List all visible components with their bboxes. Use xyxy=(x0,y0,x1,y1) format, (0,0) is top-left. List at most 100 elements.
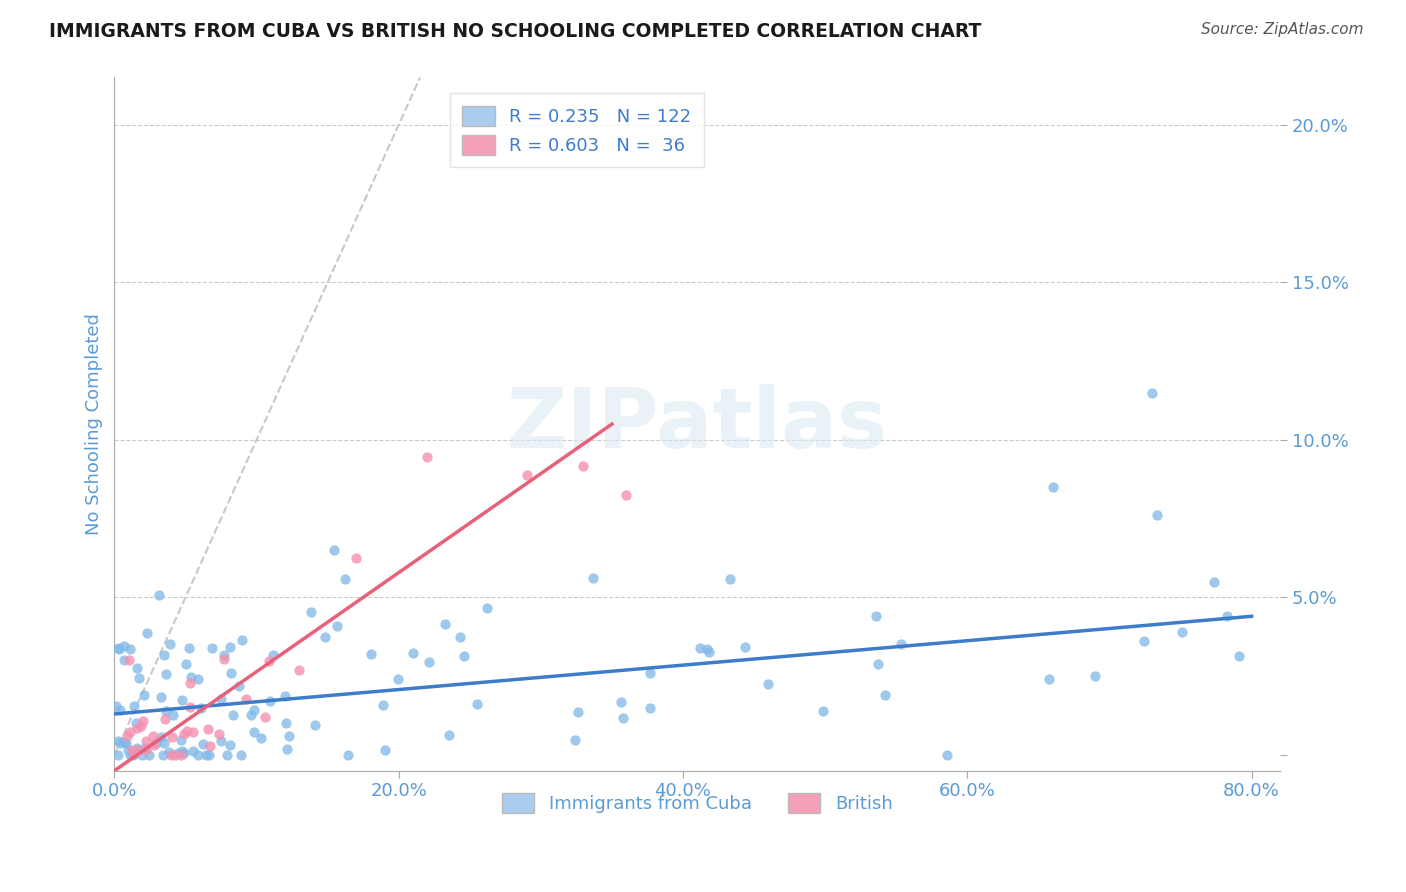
Point xyxy=(689,640,711,655)
Point xyxy=(114,736,136,750)
Point xyxy=(107,733,129,747)
Point xyxy=(153,736,176,750)
Point xyxy=(124,715,146,730)
Point xyxy=(128,671,150,685)
Legend: Immigrants from Cuba, British: Immigrants from Cuba, British xyxy=(491,782,904,824)
Point xyxy=(582,571,605,585)
Point xyxy=(229,747,252,762)
Point xyxy=(638,700,661,714)
Point xyxy=(120,747,142,762)
Point xyxy=(157,745,180,759)
Point xyxy=(136,625,159,640)
Point xyxy=(162,730,184,744)
Point xyxy=(152,747,174,762)
Point xyxy=(402,646,425,660)
Point xyxy=(865,608,887,623)
Point xyxy=(209,734,232,748)
Point xyxy=(173,727,195,741)
Point xyxy=(142,729,165,743)
Point xyxy=(132,689,155,703)
Point xyxy=(135,743,157,757)
Point xyxy=(145,736,167,750)
Point xyxy=(696,642,718,657)
Point xyxy=(170,744,193,758)
Point xyxy=(107,747,129,762)
Point xyxy=(176,723,198,738)
Point xyxy=(160,747,183,762)
Point xyxy=(181,743,204,757)
Text: Source: ZipAtlas.com: Source: ZipAtlas.com xyxy=(1201,22,1364,37)
Point xyxy=(176,657,198,671)
Point xyxy=(697,644,720,658)
Point xyxy=(323,543,346,558)
Point xyxy=(212,652,235,666)
Point xyxy=(212,648,235,662)
Point xyxy=(190,701,212,715)
Point xyxy=(112,734,135,748)
Point xyxy=(215,747,238,762)
Point xyxy=(187,747,209,762)
Point xyxy=(125,722,148,736)
Point xyxy=(177,640,200,655)
Point xyxy=(193,737,215,751)
Point xyxy=(179,699,201,714)
Point xyxy=(124,747,146,761)
Point xyxy=(274,689,297,703)
Point xyxy=(120,725,142,739)
Point xyxy=(243,725,266,739)
Y-axis label: No Schooling Completed: No Schooling Completed xyxy=(86,313,103,535)
Point xyxy=(200,640,222,655)
Point xyxy=(314,630,336,644)
Point xyxy=(418,655,440,669)
Point xyxy=(118,653,141,667)
Point xyxy=(360,647,382,661)
Point xyxy=(437,728,460,742)
Point xyxy=(614,488,637,502)
Point xyxy=(132,714,155,728)
Point xyxy=(131,747,153,762)
Point xyxy=(143,738,166,752)
Point xyxy=(170,747,193,762)
Point xyxy=(1171,624,1194,639)
Point xyxy=(734,640,756,654)
Point xyxy=(112,653,135,667)
Point xyxy=(121,743,143,757)
Point xyxy=(118,642,141,657)
Point xyxy=(344,551,367,566)
Point xyxy=(159,636,181,650)
Point xyxy=(165,747,187,762)
Point xyxy=(162,707,184,722)
Point xyxy=(107,641,129,656)
Point xyxy=(374,743,396,757)
Point xyxy=(228,680,250,694)
Point xyxy=(475,601,498,615)
Point xyxy=(1204,574,1226,589)
Point xyxy=(371,698,394,713)
Point xyxy=(1140,385,1163,400)
Point xyxy=(333,572,356,586)
Point xyxy=(337,747,360,762)
Point xyxy=(153,648,176,663)
Point xyxy=(197,723,219,737)
Point xyxy=(180,670,202,684)
Point xyxy=(221,708,243,723)
Point xyxy=(572,458,595,473)
Point xyxy=(149,730,172,744)
Point xyxy=(288,663,311,677)
Point xyxy=(170,733,193,747)
Point xyxy=(104,699,127,714)
Point xyxy=(153,712,176,726)
Point xyxy=(1042,480,1064,494)
Point xyxy=(170,692,193,706)
Point xyxy=(231,632,253,647)
Point xyxy=(1216,608,1239,623)
Point xyxy=(138,747,160,762)
Point xyxy=(449,631,471,645)
Point xyxy=(299,606,322,620)
Point xyxy=(127,661,149,675)
Point xyxy=(935,747,957,762)
Point xyxy=(110,702,132,716)
Point xyxy=(259,694,281,708)
Point xyxy=(304,718,326,732)
Point xyxy=(387,673,409,687)
